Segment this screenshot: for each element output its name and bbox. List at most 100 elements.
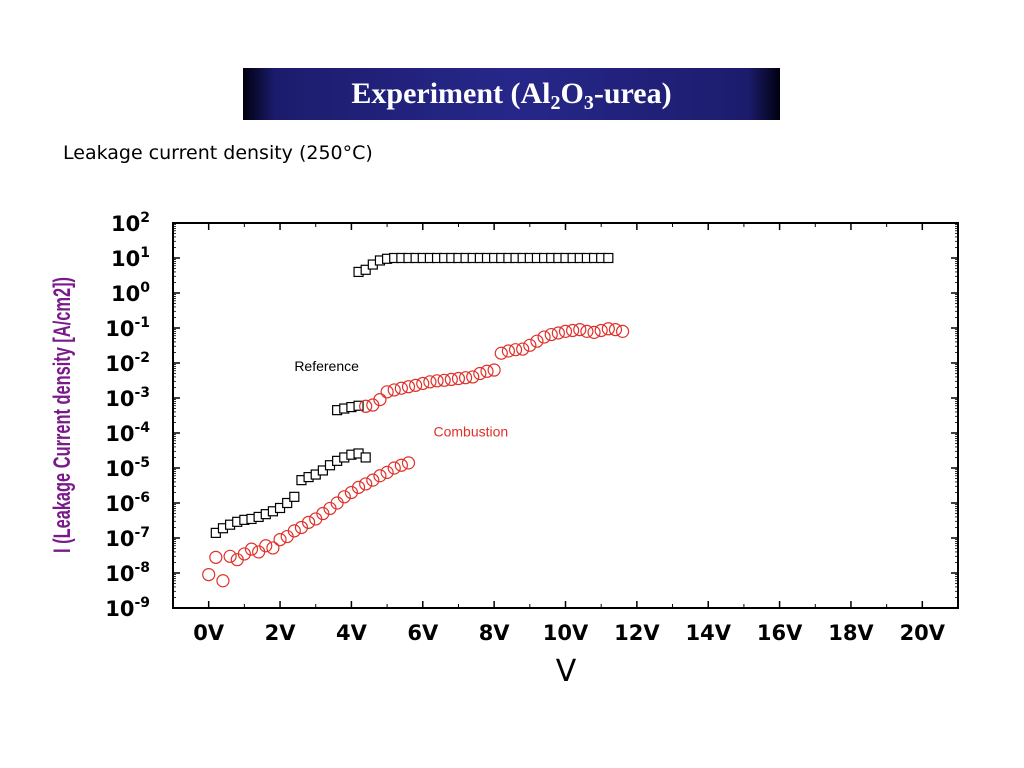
reference-point <box>360 452 371 463</box>
combustion-point <box>601 322 615 336</box>
y-tick-label: 10-4 <box>105 420 150 446</box>
combustion-point <box>380 465 394 479</box>
combustion-point <box>387 461 401 475</box>
combustion-point <box>266 541 280 555</box>
combustion-point <box>466 370 480 384</box>
combustion-point <box>373 469 387 483</box>
combustion-point <box>615 324 630 338</box>
combustion-point <box>523 338 537 352</box>
x-tick-label: 14V <box>685 621 731 645</box>
x-tick-label: 16V <box>757 621 803 645</box>
combustion-point <box>394 458 408 472</box>
combustion-point <box>359 399 373 413</box>
reference-annotation: Reference <box>294 358 359 374</box>
combustion-point <box>480 364 494 378</box>
combustion-point <box>530 334 544 348</box>
x-tick-label: 6V <box>407 621 439 645</box>
combustion-point <box>558 324 573 338</box>
y-tick-label: 10-5 <box>105 455 150 481</box>
reference-point <box>603 252 614 264</box>
title-banner: Experiment (Al2O3-urea) <box>243 68 780 120</box>
title-subscript-1: 2 <box>550 92 561 114</box>
combustion-point <box>516 342 530 356</box>
combustion-point <box>608 323 623 337</box>
combustion-point <box>209 550 223 564</box>
reference-point <box>289 491 300 502</box>
combustion-point <box>473 366 487 381</box>
combustion-point <box>437 373 451 387</box>
reference-point <box>353 400 364 411</box>
combustion-point <box>508 343 523 357</box>
combustion-point <box>366 473 380 487</box>
y-tick-label: 101 <box>111 245 150 271</box>
slide-title: Experiment (Al2O3-urea) <box>351 77 672 114</box>
x-tick-label: 8V <box>479 621 511 645</box>
combustion-point <box>223 549 237 563</box>
chart-subtitle: Leakage current density (250°C) <box>63 142 373 164</box>
x-tick-label: 12V <box>614 621 660 645</box>
combustion-point <box>401 380 416 394</box>
combustion-point <box>594 323 608 338</box>
combustion-point <box>487 363 501 377</box>
y-tick-label: 10-8 <box>105 560 150 586</box>
title-main: Experiment (Al <box>351 77 551 110</box>
combustion-point <box>430 374 444 388</box>
y-tick-label: 10-9 <box>105 595 150 621</box>
x-tick-label: 4V <box>336 621 368 645</box>
title-end: -urea) <box>593 77 672 110</box>
y-tick-label: 100 <box>111 280 150 306</box>
combustion-point <box>373 393 387 407</box>
title-mid: O <box>560 77 584 110</box>
combustion-point <box>416 376 430 391</box>
x-axis-label: V <box>556 654 577 689</box>
combustion-point <box>458 371 473 385</box>
x-tick-label: 18V <box>828 621 874 645</box>
combustion-point <box>537 330 551 344</box>
combustion-annotation: Combustion <box>433 423 508 439</box>
combustion-point <box>544 327 558 342</box>
combustion-point <box>551 326 565 340</box>
combustion-point <box>451 371 466 386</box>
reference-point <box>282 497 293 509</box>
x-tick-label: 20V <box>900 621 946 645</box>
y-tick-label: 10-6 <box>105 490 150 516</box>
combustion-point <box>409 378 423 392</box>
y-axis-label: I (Leakage Current density [A/cm2]) <box>50 277 76 553</box>
combustion-point <box>202 568 216 582</box>
combustion-point <box>401 456 416 470</box>
combustion-point <box>359 477 373 491</box>
y-tick-label: 10-1 <box>105 315 150 341</box>
combustion-point <box>294 520 309 535</box>
y-tick-label: 102 <box>111 210 150 236</box>
y-tick-label: 10-3 <box>105 385 150 411</box>
reference-point <box>317 465 328 476</box>
combustion-point <box>252 545 266 559</box>
title-subscript-2: 3 <box>583 92 594 114</box>
combustion-point <box>501 344 516 358</box>
combustion-point <box>301 515 316 529</box>
combustion-point <box>351 480 366 494</box>
combustion-point <box>259 539 273 553</box>
combustion-point <box>566 323 580 338</box>
combustion-point <box>387 383 401 397</box>
y-tick-label: 10-7 <box>105 525 150 551</box>
combustion-point <box>444 372 458 386</box>
reference-point <box>360 264 371 275</box>
combustion-point <box>337 490 351 504</box>
combustion-point <box>273 533 287 547</box>
combustion-point <box>587 325 601 339</box>
plot-frame <box>172 222 959 609</box>
combustion-point <box>494 346 508 360</box>
combustion-point <box>573 323 587 337</box>
y-tick-label: 10-2 <box>105 350 150 376</box>
x-tick-label: 2V <box>265 621 297 645</box>
combustion-point <box>244 542 259 556</box>
combustion-point <box>344 485 359 500</box>
combustion-point <box>237 547 251 561</box>
combustion-point <box>580 324 594 338</box>
combustion-point <box>380 385 394 399</box>
combustion-point <box>287 524 301 538</box>
combustion-point <box>216 574 230 588</box>
x-tick-label: 10V <box>543 621 589 645</box>
